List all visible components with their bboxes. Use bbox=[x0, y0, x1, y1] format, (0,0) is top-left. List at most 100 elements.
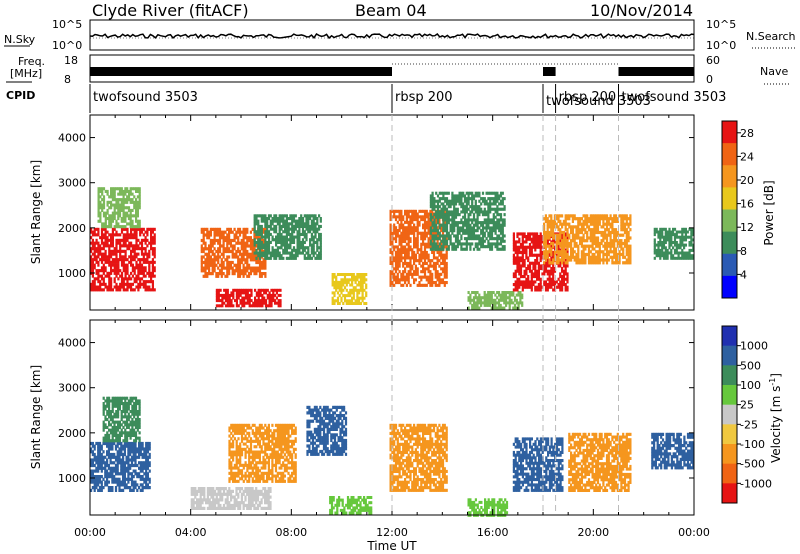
data-cell bbox=[483, 303, 486, 307]
data-cell bbox=[246, 236, 249, 240]
data-cell bbox=[534, 232, 537, 236]
data-cell bbox=[451, 231, 454, 235]
data-cell bbox=[530, 283, 533, 287]
data-cell bbox=[316, 240, 319, 244]
data-cell bbox=[391, 281, 394, 285]
data-cell bbox=[566, 285, 569, 289]
data-cell bbox=[544, 267, 548, 271]
data-cell bbox=[546, 288, 549, 292]
data-cell bbox=[400, 275, 403, 279]
data-cell bbox=[562, 272, 565, 276]
data-cell bbox=[552, 230, 555, 235]
data-cell bbox=[620, 233, 623, 237]
data-cell bbox=[462, 191, 465, 195]
data-cell bbox=[681, 227, 684, 231]
data-cell bbox=[460, 199, 463, 203]
data-cell bbox=[108, 233, 111, 237]
data-cell bbox=[319, 238, 322, 242]
data-cell bbox=[151, 269, 154, 273]
data-cell bbox=[438, 197, 441, 201]
data-cell bbox=[534, 272, 537, 276]
data-cell bbox=[113, 198, 116, 202]
data-cell bbox=[427, 270, 430, 274]
data-cell bbox=[140, 263, 144, 267]
data-cell bbox=[598, 258, 601, 262]
data-cell bbox=[537, 235, 540, 239]
data-cell bbox=[518, 264, 521, 268]
data-cell bbox=[260, 224, 263, 228]
data-cell bbox=[319, 219, 322, 223]
data-cell bbox=[489, 226, 492, 230]
data-cell bbox=[115, 288, 118, 292]
data-cell bbox=[407, 229, 410, 233]
data-cell bbox=[418, 231, 421, 235]
data-cell bbox=[618, 255, 621, 259]
data-cell bbox=[113, 271, 116, 275]
data-cell bbox=[97, 227, 100, 231]
data-cell bbox=[206, 274, 209, 278]
data-cell bbox=[544, 288, 548, 292]
data-cell bbox=[409, 223, 412, 227]
data-cell bbox=[692, 243, 695, 247]
data-cell bbox=[99, 206, 102, 210]
data-cell bbox=[413, 281, 416, 285]
data-cell bbox=[662, 227, 666, 231]
data-cell bbox=[416, 270, 419, 274]
data-cell bbox=[564, 250, 567, 254]
data-cell bbox=[228, 260, 231, 265]
data-cell bbox=[587, 250, 591, 254]
data-cell bbox=[117, 214, 120, 218]
data-cell bbox=[499, 293, 502, 297]
data-cell bbox=[294, 219, 297, 223]
data-cell bbox=[462, 226, 465, 230]
data-cell bbox=[593, 222, 596, 226]
data-cell bbox=[215, 230, 218, 234]
data-cell bbox=[101, 206, 104, 210]
data-cell bbox=[266, 293, 269, 297]
data-cell bbox=[668, 243, 671, 247]
data-cell bbox=[99, 282, 102, 286]
data-cell bbox=[458, 191, 461, 195]
data-cell bbox=[561, 288, 564, 292]
data-cell bbox=[494, 202, 497, 206]
data-cell bbox=[319, 243, 322, 247]
data-cell bbox=[356, 294, 359, 298]
data-cell bbox=[467, 291, 470, 294]
data-cell bbox=[469, 298, 472, 302]
data-cell bbox=[278, 238, 281, 242]
data-cell bbox=[474, 237, 477, 241]
data-cell bbox=[516, 264, 519, 268]
data-cell bbox=[262, 258, 265, 262]
data-cell bbox=[498, 194, 501, 198]
data-cell bbox=[287, 243, 290, 247]
data-cell bbox=[277, 293, 280, 297]
data-cell bbox=[108, 263, 111, 267]
data-cell bbox=[229, 244, 232, 248]
data-cell bbox=[122, 260, 125, 264]
data-cell bbox=[570, 241, 573, 246]
data-cell bbox=[411, 220, 414, 224]
data-cell bbox=[394, 237, 398, 241]
data-cell bbox=[91, 282, 94, 286]
data-cell bbox=[136, 200, 139, 204]
data-cell bbox=[525, 248, 528, 252]
data-cell bbox=[596, 258, 600, 262]
data-cell bbox=[131, 258, 134, 262]
data-cell bbox=[559, 214, 562, 218]
data-cell bbox=[425, 256, 428, 260]
data-cell bbox=[498, 226, 501, 230]
data-cell bbox=[438, 247, 441, 251]
data-cell bbox=[440, 197, 443, 201]
data-cell bbox=[273, 238, 276, 242]
data-cell bbox=[440, 213, 443, 217]
data-cell bbox=[305, 224, 308, 228]
data-cell bbox=[596, 250, 600, 254]
data-cell bbox=[616, 219, 619, 223]
data-cell bbox=[675, 243, 678, 247]
data-cell bbox=[655, 230, 658, 234]
data-cell bbox=[550, 285, 553, 289]
data-cell bbox=[598, 252, 601, 257]
data-cell bbox=[595, 219, 598, 223]
data-cell bbox=[480, 202, 483, 206]
data-cell bbox=[586, 230, 589, 235]
